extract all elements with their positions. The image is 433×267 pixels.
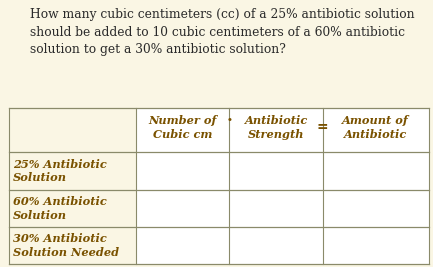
Text: How many cubic centimeters (cc) of a 25% antibiotic solution
should be added to : How many cubic centimeters (cc) of a 25%… bbox=[30, 8, 415, 56]
Bar bbox=[323, 152, 429, 190]
Bar bbox=[229, 152, 323, 190]
Text: 30% Antibiotic
Solution Needed: 30% Antibiotic Solution Needed bbox=[13, 233, 119, 258]
Bar bbox=[323, 190, 429, 227]
Text: Number of
Cubic cm: Number of Cubic cm bbox=[149, 115, 217, 140]
Text: 60% Antibiotic
Solution: 60% Antibiotic Solution bbox=[13, 196, 107, 221]
Bar bbox=[136, 108, 229, 152]
Bar bbox=[229, 190, 323, 227]
Text: =: = bbox=[317, 120, 328, 135]
Bar bbox=[323, 108, 429, 152]
Text: ·: · bbox=[226, 112, 233, 129]
Bar bbox=[229, 227, 323, 264]
Bar bbox=[136, 190, 229, 227]
Text: Antibiotic
Strength: Antibiotic Strength bbox=[244, 115, 308, 140]
Bar bbox=[229, 108, 323, 152]
Bar bbox=[136, 152, 229, 190]
Text: 25% Antibiotic
Solution: 25% Antibiotic Solution bbox=[13, 159, 107, 183]
Bar bbox=[136, 227, 229, 264]
Bar bbox=[323, 227, 429, 264]
Text: Amount of
Antibiotic: Amount of Antibiotic bbox=[342, 115, 409, 140]
